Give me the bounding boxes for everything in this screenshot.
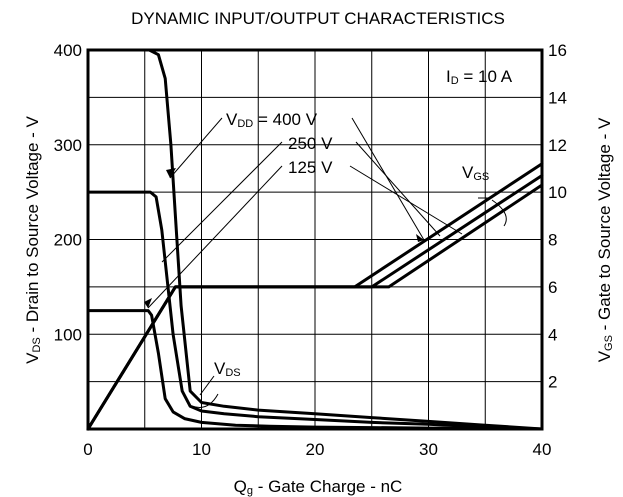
x-tick-label: 30 (419, 440, 438, 459)
series-line-0 (86, 48, 544, 431)
vds-bracket (191, 393, 219, 408)
leader-line (355, 141, 441, 237)
y-right-tick-label: 6 (548, 278, 557, 297)
plot-frame (86, 48, 544, 431)
grid-lines (88, 50, 542, 429)
y-right-axis-label: VGS - Gate to Source Voltage - V (595, 117, 615, 362)
y-left-tick-label: 100 (54, 325, 82, 344)
y-right-tick-label: 10 (548, 183, 567, 202)
y-right-tick-label: 16 (548, 41, 567, 60)
y-left-axis-label: VDS - Drain to Source Voltage - V (23, 115, 43, 363)
leader-line (349, 165, 463, 235)
leader-line (147, 165, 283, 309)
arrowhead (166, 168, 176, 178)
x-tick-label: 20 (306, 440, 325, 459)
vdd-125-label: 125 V (288, 158, 333, 177)
y-left-tick-label: 400 (54, 41, 82, 60)
x-tick-labels: 0 10 20 30 40 (83, 440, 551, 459)
y-right-tick-labels: 2 4 6 8 10 12 14 16 (548, 41, 567, 392)
y-left-tick-labels: 100 200 300 400 (54, 41, 82, 344)
vds-label: VDS (214, 359, 241, 379)
y-left-tick-label: 200 (54, 231, 82, 250)
y-right-tick-label: 14 (548, 88, 567, 107)
y-right-tick-label: 12 (548, 136, 567, 155)
y-right-tick-label: 4 (548, 325, 557, 344)
leader-line (161, 141, 283, 263)
vdd-250-label: 250 V (288, 134, 333, 153)
chart-title: DYNAMIC INPUT/OUTPUT CHARACTERISTICS (131, 9, 505, 28)
annotation-leaders (144, 117, 507, 408)
leader-line (199, 375, 215, 396)
x-tick-label: 0 (83, 440, 92, 459)
leader-line (351, 117, 425, 241)
arrowhead (144, 298, 152, 308)
x-axis-label: Qg - Gate Charge - nC (234, 477, 403, 497)
x-tick-label: 40 (533, 440, 552, 459)
y-left-tick-label: 300 (54, 136, 82, 155)
x-tick-label: 10 (192, 440, 211, 459)
leader-line (169, 117, 223, 179)
y-right-tick-label: 8 (548, 231, 557, 250)
vgs-label: VGS (462, 163, 489, 183)
vgs-bracket (491, 199, 507, 227)
condition-label: ID = 10 A (446, 67, 513, 87)
series-line-1 (86, 190, 544, 431)
y-right-tick-label: 2 (548, 373, 557, 392)
vdd-400-label: VDD = 400 V (226, 110, 318, 130)
arrowhead (416, 234, 424, 242)
